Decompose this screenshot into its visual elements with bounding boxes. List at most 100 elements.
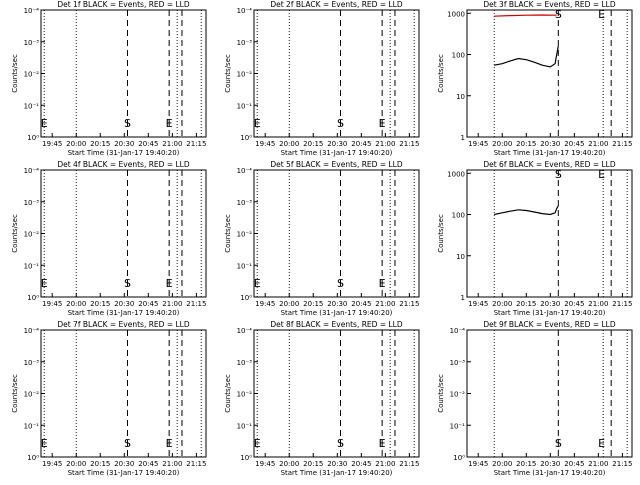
x-tick-label: 20:45 xyxy=(564,300,584,308)
lld-series-line xyxy=(494,14,557,17)
x-axis-label: Start Time (31-Jan-17 19:40:20) xyxy=(68,469,180,477)
x-axis-label: Start Time (31-Jan-17 19:40:20) xyxy=(494,309,606,317)
y-tick-label: 10⁰ xyxy=(240,134,252,142)
x-tick-label: 21:15 xyxy=(399,300,419,308)
y-tick-label: 10⁻¹ xyxy=(450,422,466,430)
y-axis-label: Counts/sec xyxy=(437,54,445,93)
y-tick-label: 10⁻³ xyxy=(24,199,40,207)
chart-title: Det 4f BLACK = Events, RED = LLD xyxy=(57,160,190,169)
marker-e: E xyxy=(598,168,605,181)
chart-svg: Det 4f BLACK = Events, RED = LLD 10⁰ 10⁻¹ 1… xyxy=(11,160,207,317)
y-tick-label: 10⁰ xyxy=(240,454,252,462)
x-tick-label: 20:00 xyxy=(66,140,86,148)
y-tick-label: 10⁻³ xyxy=(237,359,253,367)
y-axis-label: Counts/sec xyxy=(11,374,19,413)
chart-svg: Det 9f BLACK = Events, RED = LLD 10⁰ 10⁻¹ 1… xyxy=(437,320,633,477)
x-tick-label: 20:30 xyxy=(114,140,134,148)
chart-title: Det 8f BLACK = Events, RED = LLD xyxy=(270,320,403,329)
marker-e: E xyxy=(254,117,261,130)
chart-title: Det 9f BLACK = Events, RED = LLD xyxy=(483,320,616,329)
x-tick-label: 21:15 xyxy=(612,300,632,308)
marker-s: S xyxy=(555,437,562,450)
chart-panel-det-8f: Det 8f BLACK = Events, RED = LLD 10⁰ 10⁻¹ 1… xyxy=(213,320,426,485)
y-tick-label: 10⁻¹ xyxy=(24,102,40,110)
y-tick-label: 100 xyxy=(452,52,465,60)
y-tick-label: 10⁻² xyxy=(450,391,466,399)
x-tick-label: 21:15 xyxy=(612,140,632,148)
y-axis-label: Counts/sec xyxy=(437,214,445,253)
chart-panel-det-1f: Det 1f BLACK = Events, RED = LLD 10⁰ 10⁻¹ 1… xyxy=(0,0,213,165)
marker-e: E xyxy=(598,8,605,21)
y-tick-label: 1 xyxy=(461,134,465,142)
x-tick-label: 21:00 xyxy=(162,300,182,308)
y-tick-label: 10⁻¹ xyxy=(237,262,253,270)
marker-e: E xyxy=(254,437,261,450)
x-tick-label: 20:30 xyxy=(327,140,347,148)
x-tick-label: 20:30 xyxy=(540,300,560,308)
y-tick-label: 10⁻² xyxy=(237,71,253,79)
plot-frame xyxy=(466,329,633,458)
chart-panel-det-9f: Det 9f BLACK = Events, RED = LLD 10⁰ 10⁻¹ 1… xyxy=(426,320,639,485)
chart-title: Det 1f BLACK = Events, RED = LLD xyxy=(57,0,190,9)
marker-e: E xyxy=(41,277,48,290)
y-tick-label: 10⁻³ xyxy=(24,39,40,47)
x-axis-label: Start Time (31-Jan-17 19:40:20) xyxy=(494,469,606,477)
y-tick-label: 10⁻² xyxy=(24,71,40,79)
x-tick-label: 20:00 xyxy=(66,460,86,468)
x-tick-label: 20:45 xyxy=(138,300,158,308)
x-tick-label: 19:45 xyxy=(42,300,62,308)
x-axis-label: Start Time (31-Jan-17 19:40:20) xyxy=(281,309,393,317)
x-axis-label: Start Time (31-Jan-17 19:40:20) xyxy=(494,149,606,157)
marker-e: E xyxy=(41,437,48,450)
chart-panel-det-4f: Det 4f BLACK = Events, RED = LLD 10⁰ 10⁻¹ 1… xyxy=(0,160,213,325)
chart-panel-det-7f: Det 7f BLACK = Events, RED = LLD 10⁰ 10⁻¹ 1… xyxy=(0,320,213,485)
x-tick-label: 21:15 xyxy=(186,300,206,308)
x-tick-label: 21:15 xyxy=(186,460,206,468)
marker-e: E xyxy=(254,277,261,290)
chart-svg: Det 3f BLACK = Events, RED = LLD 1 10 100 10… xyxy=(437,0,633,157)
x-tick-label: 21:00 xyxy=(375,300,395,308)
y-tick-label: 10⁻⁴ xyxy=(237,7,253,15)
chart-title: Det 7f BLACK = Events, RED = LLD xyxy=(57,320,190,329)
x-axis-label: Start Time (31-Jan-17 19:40:20) xyxy=(281,149,393,157)
x-tick-label: 21:15 xyxy=(399,140,419,148)
x-tick-label: 20:15 xyxy=(90,140,110,148)
x-tick-label: 20:00 xyxy=(279,140,299,148)
x-axis-label: Start Time (31-Jan-17 19:40:20) xyxy=(281,469,393,477)
x-tick-label: 20:00 xyxy=(66,300,86,308)
chart-svg: Det 1f BLACK = Events, RED = LLD 10⁰ 10⁻¹ 1… xyxy=(11,0,207,157)
x-tick-label: 21:00 xyxy=(588,300,608,308)
x-tick-label: 21:00 xyxy=(588,460,608,468)
y-tick-label: 10⁻¹ xyxy=(24,422,40,430)
y-tick-label: 10⁻² xyxy=(237,231,253,239)
y-tick-label: 10⁻² xyxy=(24,391,40,399)
x-tick-label: 21:15 xyxy=(186,140,206,148)
x-tick-label: 21:00 xyxy=(588,140,608,148)
y-tick-label: 10⁻¹ xyxy=(237,102,253,110)
y-tick-label: 10⁻³ xyxy=(237,39,253,47)
x-tick-label: 20:00 xyxy=(492,460,512,468)
y-tick-label: 10⁰ xyxy=(27,454,39,462)
marker-e: E xyxy=(166,437,173,450)
x-tick-label: 19:45 xyxy=(468,140,488,148)
marker-s: S xyxy=(337,277,344,290)
marker-e: E xyxy=(379,277,386,290)
x-tick-label: 20:00 xyxy=(492,140,512,148)
y-axis-label: Counts/sec xyxy=(11,54,19,93)
x-tick-label: 20:15 xyxy=(303,460,323,468)
x-axis-label: Start Time (31-Jan-17 19:40:20) xyxy=(68,149,180,157)
marker-s: S xyxy=(337,437,344,450)
x-tick-label: 20:00 xyxy=(279,460,299,468)
y-tick-label: 10 xyxy=(456,253,465,261)
y-tick-label: 10⁰ xyxy=(27,134,39,142)
x-tick-label: 20:15 xyxy=(90,460,110,468)
chart-panel-det-3f: Det 3f BLACK = Events, RED = LLD 1 10 100 10… xyxy=(426,0,639,165)
x-tick-label: 20:30 xyxy=(114,460,134,468)
x-tick-label: 19:45 xyxy=(255,300,275,308)
chart-svg: Det 6f BLACK = Events, RED = LLD 1 10 100 10… xyxy=(437,160,633,317)
x-tick-label: 20:30 xyxy=(327,300,347,308)
y-tick-label: 10⁻¹ xyxy=(24,262,40,270)
chart-panel-det-5f: Det 5f BLACK = Events, RED = LLD 10⁰ 10⁻¹ 1… xyxy=(213,160,426,325)
x-tick-label: 21:00 xyxy=(375,140,395,148)
events-series-line xyxy=(494,205,559,216)
